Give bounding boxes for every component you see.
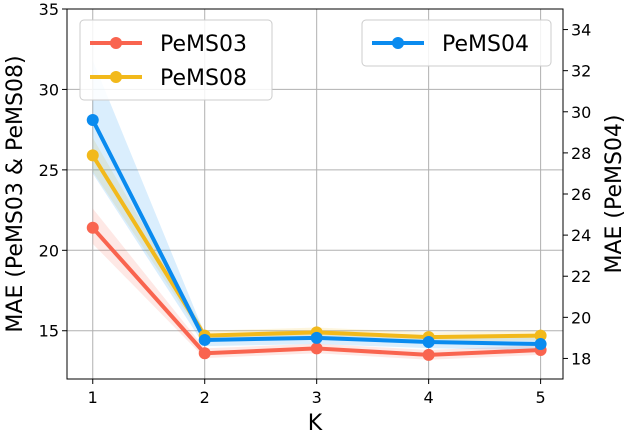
right-y-tick-label: 26 — [571, 185, 591, 204]
x-tick-label: 1 — [88, 388, 98, 407]
data-point-pems03 — [310, 342, 323, 355]
legend-left-box — [79, 19, 273, 101]
x-axis-ticks: 1 2 3 4 5 — [88, 379, 546, 407]
right-y-tick-label: 24 — [571, 226, 591, 245]
data-point-pems08 — [86, 149, 99, 162]
x-tick-label: 3 — [312, 388, 322, 407]
left-y-tick-label: 30 — [39, 80, 59, 99]
data-point-pems03 — [422, 348, 435, 361]
legend-marker-pems04 — [392, 37, 404, 49]
legend-label-pems08: PeMS08 — [160, 66, 247, 91]
left-y-tick-label: 25 — [39, 161, 59, 180]
right-y-axis-title: MAE (PeMS04) — [602, 114, 627, 273]
x-axis-title: K — [308, 411, 323, 435]
left-y-axis-ticks: 15 20 25 30 35 — [39, 0, 67, 341]
series-points — [86, 114, 547, 361]
right-y-tick-label: 30 — [571, 103, 591, 122]
x-tick-label: 5 — [536, 388, 546, 407]
legend-marker-pems08 — [110, 71, 122, 83]
legend-left: PeMS03 PeMS08 — [79, 19, 273, 101]
legend-label-pems03: PeMS03 — [160, 32, 247, 57]
left-y-tick-label: 20 — [39, 241, 59, 260]
legend-marker-pems03 — [110, 37, 122, 49]
legend-label-pems04: PeMS04 — [442, 32, 529, 57]
x-tick-label: 4 — [424, 388, 434, 407]
legend-right-box — [361, 19, 552, 67]
x-tick-label: 2 — [200, 388, 210, 407]
right-y-tick-label: 22 — [571, 267, 591, 286]
data-point-pems03 — [198, 347, 211, 360]
data-point-pems04 — [422, 336, 435, 348]
data-point-pems08 — [534, 329, 547, 342]
right-y-tick-label: 32 — [571, 62, 591, 81]
right-y-axis-ticks: 18 20 22 24 26 28 30 32 34 — [563, 21, 591, 368]
left-y-tick-label: 15 — [39, 322, 59, 341]
right-y-tick-label: 18 — [571, 349, 591, 368]
data-point-pems03 — [86, 221, 99, 234]
data-point-pems04 — [310, 331, 323, 344]
right-y-tick-label: 20 — [571, 308, 591, 327]
data-point-pems04 — [534, 338, 547, 351]
left-y-axis-title: MAE (PeMS03 & PeMS08) — [3, 55, 28, 332]
data-point-pems04 — [86, 114, 99, 126]
right-y-tick-label: 28 — [571, 144, 591, 163]
left-y-tick-label: 35 — [39, 0, 59, 19]
right-y-tick-label: 34 — [571, 21, 591, 40]
legend-right: PeMS04 — [361, 19, 552, 67]
data-point-pems04 — [198, 333, 211, 346]
